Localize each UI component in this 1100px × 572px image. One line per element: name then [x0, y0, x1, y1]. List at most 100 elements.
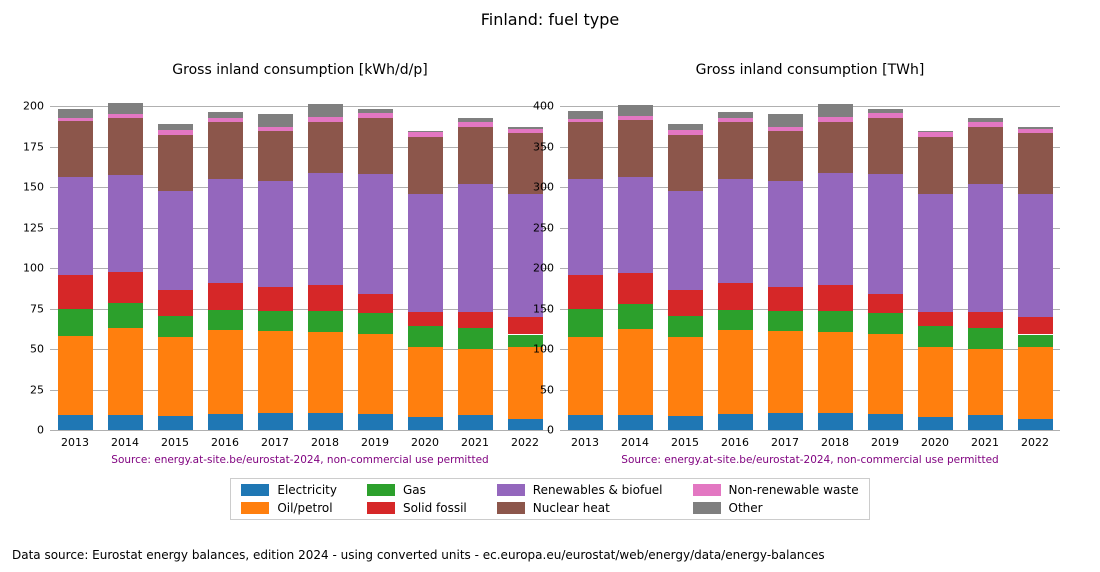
xtick-label: 2017: [261, 430, 289, 449]
xtick-label: 2015: [671, 430, 699, 449]
bar-segment-other: [818, 104, 853, 117]
bar-segment-solid_fossil: [868, 294, 903, 313]
bar-segment-solid_fossil: [58, 275, 93, 309]
bar-segment-solid_fossil: [618, 273, 653, 304]
bar-segment-nuclear: [158, 135, 193, 192]
bar-segment-nonrenew_waste: [718, 118, 753, 122]
bar-segment-other: [768, 114, 803, 127]
ytick-label: 150: [23, 181, 50, 194]
legend-item-electricity: Electricity: [241, 483, 337, 497]
bar-segment-solid_fossil: [1018, 317, 1053, 334]
bar-segment-gas: [968, 328, 1003, 349]
bar-segment-nonrenew_waste: [358, 113, 393, 118]
bar-segment-other: [358, 109, 393, 112]
bar-segment-electricity: [508, 419, 543, 430]
bar-segment-oil: [358, 334, 393, 413]
ytick-label: 0: [547, 424, 560, 437]
xtick-label: 2018: [821, 430, 849, 449]
bar-segment-other: [1018, 127, 1053, 129]
bar-segment-renewables: [258, 181, 293, 286]
legend-swatch: [497, 484, 525, 496]
bar-segment-oil: [1018, 347, 1053, 418]
xtick-label: 2017: [771, 430, 799, 449]
bar-segment-nonrenew_waste: [158, 130, 193, 134]
bar-segment-nuclear: [868, 118, 903, 175]
bar-segment-electricity: [768, 413, 803, 430]
legend-swatch: [241, 502, 269, 514]
xtick-label: 2020: [921, 430, 949, 449]
bar-segment-renewables: [668, 191, 703, 290]
xtick-label: 2014: [111, 430, 139, 449]
bar-segment-electricity: [618, 415, 653, 430]
bar-segment-solid_fossil: [208, 283, 243, 311]
bar-segment-other: [568, 111, 603, 119]
bar-segment-solid_fossil: [508, 317, 543, 334]
bar-segment-electricity: [1018, 419, 1053, 430]
bar-segment-solid_fossil: [108, 272, 143, 303]
xtick-label: 2019: [361, 430, 389, 449]
legend-swatch: [367, 484, 395, 496]
bar-segment-gas: [568, 309, 603, 337]
bar-segment-solid_fossil: [818, 285, 853, 311]
bar-segment-renewables: [868, 174, 903, 294]
bar-segment-other: [458, 118, 493, 123]
bar-segment-nuclear: [408, 137, 443, 194]
bar-segment-oil: [818, 332, 853, 413]
bar-segment-renewables: [818, 173, 853, 285]
right-plot-area: 0501001502002503003504002013201420152016…: [560, 90, 1060, 430]
bar-segment-oil: [458, 349, 493, 415]
bar-segment-nuclear: [258, 131, 293, 181]
ytick-label: 400: [533, 100, 560, 113]
bar-segment-gas: [868, 313, 903, 334]
bar-segment-nonrenew_waste: [408, 132, 443, 137]
bar-segment-nonrenew_waste: [568, 119, 603, 122]
xtick-label: 2019: [871, 430, 899, 449]
bar-segment-other: [618, 105, 653, 116]
bar-segment-electricity: [58, 415, 93, 430]
bar-segment-renewables: [508, 194, 543, 317]
bar-segment-solid_fossil: [308, 285, 343, 311]
footer-data-source: Data source: Eurostat energy balances, e…: [12, 548, 825, 562]
bar-segment-renewables: [718, 179, 753, 283]
bar-segment-gas: [668, 316, 703, 337]
bar-segment-gas: [408, 326, 443, 347]
bar-segment-solid_fossil: [158, 290, 193, 316]
bar-segment-oil: [768, 331, 803, 413]
bar-segment-oil: [158, 337, 193, 416]
legend-label: Solid fossil: [403, 501, 467, 515]
ytick-label: 50: [30, 343, 50, 356]
legend-label: Gas: [403, 483, 426, 497]
bar-segment-nonrenew_waste: [618, 116, 653, 120]
bar-segment-renewables: [308, 173, 343, 285]
bar-segment-gas: [768, 311, 803, 331]
ytick-label: 250: [533, 221, 560, 234]
ytick-label: 350: [533, 140, 560, 153]
bar-segment-other: [718, 112, 753, 118]
bar-segment-nuclear: [108, 118, 143, 175]
bar-segment-other: [408, 131, 443, 133]
bar-segment-renewables: [208, 179, 243, 283]
bar-segment-solid_fossil: [258, 287, 293, 311]
xtick-label: 2020: [411, 430, 439, 449]
legend-item-oil: Oil/petrol: [241, 501, 337, 515]
bar-segment-electricity: [208, 414, 243, 430]
bar-segment-solid_fossil: [408, 312, 443, 327]
xtick-label: 2016: [721, 430, 749, 449]
ytick-label: 25: [30, 383, 50, 396]
bar-segment-gas: [618, 304, 653, 329]
legend-swatch: [367, 502, 395, 514]
bar-segment-gas: [158, 316, 193, 337]
xtick-label: 2014: [621, 430, 649, 449]
bar-segment-other: [208, 112, 243, 118]
legend-label: Renewables & biofuel: [533, 483, 663, 497]
legend-item-nuclear: Nuclear heat: [497, 501, 663, 515]
ytick-label: 75: [30, 302, 50, 315]
bar-segment-electricity: [308, 413, 343, 430]
left-subplot-title: Gross inland consumption [kWh/d/p]: [50, 62, 550, 78]
bar-segment-electricity: [458, 415, 493, 430]
bar-segment-other: [308, 104, 343, 117]
bar-segment-nuclear: [1018, 133, 1053, 195]
bar-segment-renewables: [618, 177, 653, 273]
bar-segment-nonrenew_waste: [208, 118, 243, 122]
bar-segment-nuclear: [458, 127, 493, 184]
